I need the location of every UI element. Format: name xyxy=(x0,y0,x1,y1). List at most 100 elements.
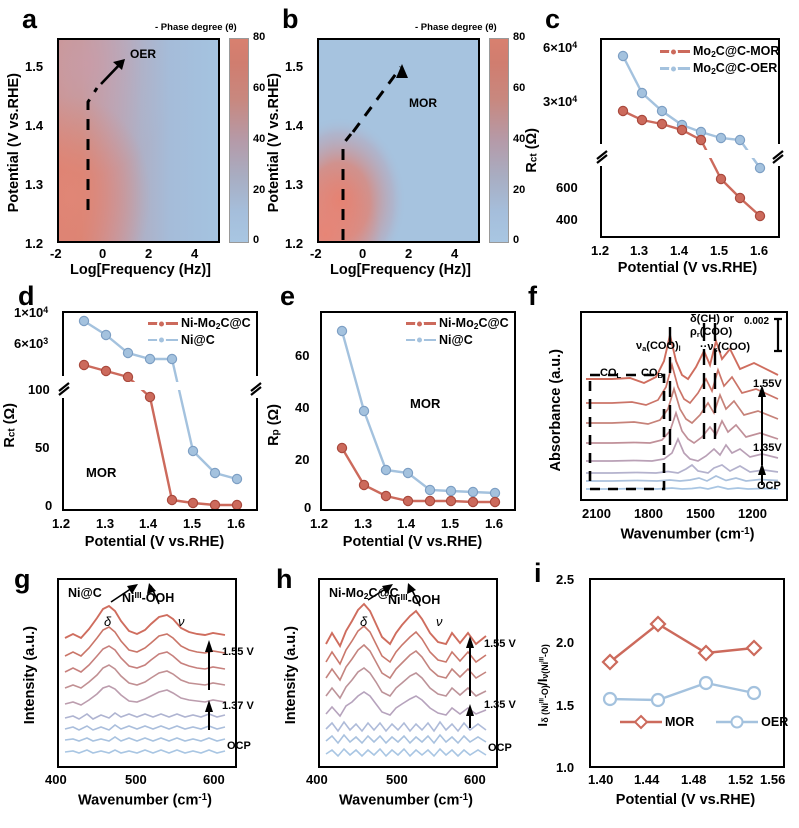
panel-d-inner-label: MOR xyxy=(86,465,117,480)
legend-line-d-0 xyxy=(148,319,178,329)
ytick-b-2: 1.4 xyxy=(285,118,304,133)
legend-item-c-1[interactable]: Mo2C@C-OER xyxy=(660,61,779,76)
ylabel-b-wrap: Potential (V vs.RHE) xyxy=(266,45,282,240)
xtick-c-2: 1.4 xyxy=(670,243,689,258)
ylabel-i-wrap: Iδ (NiIII-O)/Iν(NiIII-O) xyxy=(535,620,550,750)
cbtick-b-2: 40 xyxy=(513,133,526,145)
xtick-i-4: 1.56 xyxy=(760,772,786,787)
legend-item-e-0[interactable]: Ni-Mo2C@C xyxy=(406,316,509,331)
anno-f-mid-potential: 1.35V xyxy=(753,442,782,454)
legend-line-c-1 xyxy=(660,64,690,74)
xtick-i-3: 1.52 xyxy=(728,772,754,787)
heatmap-b xyxy=(317,38,480,243)
xtick-g-2: 600 xyxy=(203,772,225,787)
xtick-e-1: 1.3 xyxy=(354,516,373,531)
legend-item-i-0[interactable]: MOR xyxy=(620,714,694,730)
legend-e: Ni-Mo2C@C Ni@C xyxy=(406,316,509,349)
ytick-c-lower-1: 600 xyxy=(556,180,578,195)
legend-line-e-0 xyxy=(406,319,436,329)
panel-label-a: a xyxy=(22,4,38,34)
ylabel-c: Rct (Ω) xyxy=(524,127,540,173)
legend-c: Mo2C@C-MOR Mo2C@C-OER xyxy=(660,44,779,78)
anno-f-co-l: COL xyxy=(600,367,622,380)
ytick-c-upper-0: 3×104 xyxy=(543,94,578,109)
ytick-a-1: 1.3 xyxy=(25,177,44,192)
xtick-h-0: 400 xyxy=(306,772,328,787)
plot-area-f xyxy=(580,311,788,501)
plot-area-h xyxy=(318,578,498,768)
xtick-f-0: 2100 xyxy=(582,506,611,521)
legend-line-e-1 xyxy=(406,335,436,345)
legend-item-i-1[interactable]: OER xyxy=(716,714,788,730)
axis-break-left-c xyxy=(596,144,608,166)
xlabel-c: Potential (V vs.RHE) xyxy=(617,260,758,276)
xlabel-d: Potential (V vs.RHE) xyxy=(84,534,225,550)
xtick-f-2: 1500 xyxy=(686,506,715,521)
panel-a-annotation: OER xyxy=(130,47,157,61)
cbtick-b-0: 80 xyxy=(513,31,526,43)
legend-marker-i-0 xyxy=(620,714,662,730)
series-i-oer-line xyxy=(609,681,755,702)
panel-label-b: b xyxy=(282,4,299,34)
plot-area-c xyxy=(596,38,784,238)
anno-f-top-potential: 1.55V xyxy=(753,378,782,390)
panel-label-e: e xyxy=(280,281,296,311)
legend-item-c-0[interactable]: Mo2C@C-MOR xyxy=(660,44,779,59)
xtick-a-0: -2 xyxy=(50,246,62,261)
legend-item-d-1[interactable]: Ni@C xyxy=(148,333,251,347)
ylabel-f-wrap: Absorbance (a.u.) xyxy=(548,340,564,480)
xtick-h-2: 600 xyxy=(464,772,486,787)
colorbar-a-gradient xyxy=(229,38,249,243)
xtick-i-1: 1.44 xyxy=(634,772,660,787)
xtick-b-0: -2 xyxy=(310,246,322,261)
xtick-c-0: 1.2 xyxy=(591,243,610,258)
legend-line-c-0 xyxy=(660,47,690,57)
legend-d: Ni-Mo2C@C Ni@C xyxy=(148,316,251,349)
ytick-b-1: 1.3 xyxy=(285,177,304,192)
axis-break-right-d xyxy=(250,376,262,398)
xtick-f-1: 1800 xyxy=(634,506,663,521)
axis-break-right-c xyxy=(772,144,784,166)
xlabel-f: Wavenumber (cm-1) xyxy=(620,526,755,543)
legend-label-c-1: Mo2C@C-OER xyxy=(693,61,778,77)
cbtick-a-2: 40 xyxy=(253,133,266,145)
plot-f-canvas xyxy=(586,317,782,491)
series-e-ni-markers xyxy=(336,325,501,499)
ylabel-a: Potential (V vs.RHE) xyxy=(6,72,22,213)
legend-line-d-1 xyxy=(148,335,178,345)
panel-e-inner-label: MOR xyxy=(410,396,441,411)
ytick-a-2: 1.4 xyxy=(25,118,44,133)
anno-g-species: NiIII-OOH xyxy=(122,590,175,605)
panel-h-sample: Ni-Mo2C@C xyxy=(329,586,399,602)
xlabel-i: Potential (V vs.RHE) xyxy=(615,792,756,808)
ytick-i-3: 2.5 xyxy=(556,572,575,587)
colorbar-title-a: - Phase degree (θ) xyxy=(155,22,237,33)
ylabel-d: Rct (Ω) xyxy=(2,402,18,448)
legend-i: MOR OER xyxy=(620,714,788,730)
ytick-d-upper-0: 6×103 xyxy=(14,336,49,351)
anno-g-mid-potential: 1.37 V xyxy=(222,700,254,712)
legend-item-e-1[interactable]: Ni@C xyxy=(406,333,509,347)
xtick-a-2: 2 xyxy=(145,246,153,261)
anno-g-delta: δ xyxy=(104,614,112,629)
anno-h-delta: δ xyxy=(360,614,368,629)
anno-f-va-coo: νa(COO)l xyxy=(636,340,681,353)
heatmap-b-canvas xyxy=(319,40,478,241)
panel-label-h: h xyxy=(276,564,293,594)
xtick-e-4: 1.6 xyxy=(485,516,504,531)
legend-item-d-0[interactable]: Ni-Mo2C@C xyxy=(148,316,251,331)
xtick-d-1: 1.3 xyxy=(96,516,115,531)
legend-label-i-0: MOR xyxy=(665,715,695,729)
ytick-e-0: 0 xyxy=(304,500,312,515)
legend-label-d-0: Ni-Mo2C@C xyxy=(181,316,251,332)
plot-e-canvas xyxy=(336,325,501,508)
panel-label-g: g xyxy=(14,564,31,594)
anno-f-scalebar: 0.002 xyxy=(744,316,770,327)
xtick-i-2: 1.48 xyxy=(681,772,707,787)
panel-b-annotation: MOR xyxy=(409,96,437,110)
heatmap-a-canvas xyxy=(59,40,218,241)
panel-g-sample: Ni@C xyxy=(68,586,102,600)
anno-h-bottom-potential: OCP xyxy=(488,742,512,754)
heatmap-a xyxy=(57,38,220,243)
